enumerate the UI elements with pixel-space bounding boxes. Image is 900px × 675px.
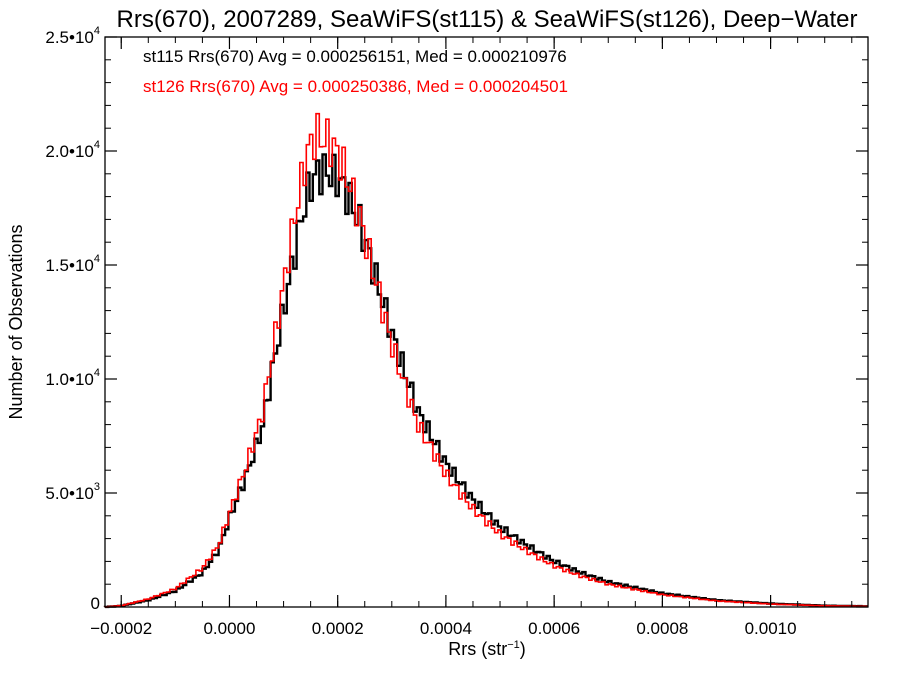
plot-frame (104, 36, 869, 608)
x-tick-label: 0.0000 (203, 619, 255, 638)
series-layer (103, 112, 868, 609)
x-axis: −0.0002 0.0000 0.0002 0.0004 0.0006 0.0008 0.0… (90, 37, 853, 638)
legend-entry-1: st115 Rrs(670) Avg = 0.000256151, Med = … (143, 47, 567, 66)
y-tick-label: 1.0•104 (45, 367, 100, 389)
x-tick-label: 0.0008 (636, 619, 688, 638)
legend-entry-2: st126 Rrs(670) Avg = 0.000250386, Med = … (143, 77, 568, 96)
x-axis-label-sup: −1 (507, 639, 520, 651)
y-tick-label: 1.5•104 (45, 253, 100, 275)
x-axis-label-text: Rrs (str (448, 639, 507, 659)
y-tick-label: 2.0•104 (45, 139, 100, 161)
x-axis-label-close: ) (520, 639, 526, 659)
y-axis-label: Number of Observations (6, 224, 26, 419)
x-tick-label: 0.0002 (312, 619, 364, 638)
y-tick-label: 0 (91, 594, 100, 613)
y-axis: 0 5.0•103 1.0•104 1.5•104 2.0•104 2.5•104 (45, 25, 868, 613)
y-tick-label: 2.5•104 (45, 25, 100, 47)
legend: st115 Rrs(670) Avg = 0.000256151, Med = … (143, 47, 568, 96)
x-tick-label: 0.0004 (420, 619, 472, 638)
x-tick-label: 0.0006 (528, 619, 580, 638)
x-tick-label: 0.0010 (745, 619, 797, 638)
x-tick-label: −0.0002 (90, 619, 152, 638)
y-tick-label: 5.0•103 (45, 481, 100, 503)
chart-title: Rrs(670), 2007289, SeaWiFS(st115) & SeaW… (117, 6, 858, 33)
x-axis-label: Rrs (str−1) (448, 639, 526, 659)
series-line-1 (103, 153, 868, 609)
series-line-2 (104, 112, 868, 608)
